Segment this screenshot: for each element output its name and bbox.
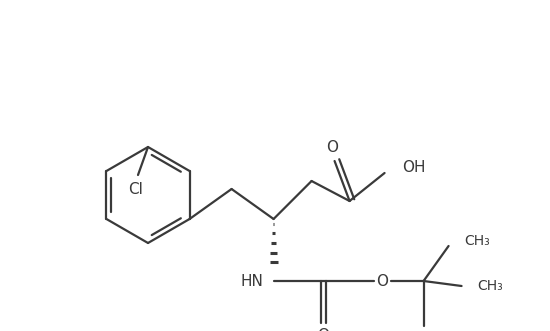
Text: O: O	[377, 273, 388, 289]
Text: HN: HN	[240, 273, 263, 289]
Text: O: O	[327, 140, 339, 156]
Text: CH₃: CH₃	[477, 279, 503, 293]
Text: CH₃: CH₃	[465, 234, 490, 248]
Text: Cl: Cl	[129, 181, 144, 197]
Text: OH: OH	[403, 161, 426, 175]
Text: O: O	[317, 328, 329, 331]
